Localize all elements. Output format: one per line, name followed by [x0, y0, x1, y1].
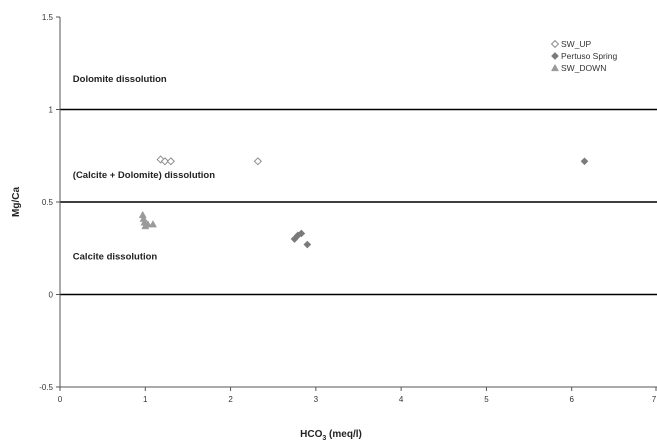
- region-annotation: (Calcite + Dolomite) dissolution: [73, 170, 215, 181]
- x-tick-label: 1: [143, 395, 148, 404]
- legend-marker-sw-down: [550, 63, 560, 72]
- region-annotation: Calcite dissolution: [73, 251, 158, 262]
- legend-label-sw-up: SW_UP: [561, 39, 592, 49]
- data-point-pertuso-spring: [580, 157, 589, 166]
- x-tick-label: 6: [569, 395, 574, 404]
- data-point-sw-up: [253, 157, 262, 166]
- data-point-sw-up: [160, 157, 170, 166]
- x-tick-label: 7: [652, 395, 657, 404]
- data-points: [138, 155, 589, 249]
- y-axis-label: Mg/Ca: [11, 187, 22, 217]
- tick-labels: -0.5 0 0.5 1 1.5 0 1 2 3 4 5 6 7: [39, 13, 657, 404]
- x-tick-label: 2: [228, 395, 233, 404]
- data-point-sw-up: [166, 157, 175, 166]
- y-tick-label: 1: [49, 106, 54, 115]
- x-axis-label-main: HCO: [300, 429, 322, 440]
- x-axis-label-subscript: 3: [322, 435, 326, 442]
- data-point-pertuso-spring: [303, 240, 312, 249]
- legend-label-sw-down: SW_DOWN: [561, 63, 606, 73]
- reference-lines: [60, 108, 657, 296]
- x-tick-label: 3: [314, 395, 319, 404]
- data-point-sw-down: [143, 220, 152, 228]
- y-tick-label: 0.5: [42, 198, 54, 207]
- legend: SW_UP Pertuso Spring SW_DOWN: [550, 39, 617, 73]
- x-axis-label: HCO3 (meq/l): [300, 429, 362, 442]
- y-tick-label: 1.5: [42, 13, 54, 22]
- data-point-pertuso-spring: [297, 229, 306, 238]
- x-tick-label: 4: [399, 395, 404, 404]
- data-point-sw-down: [148, 220, 157, 228]
- region-annotation: Dolomite dissolution: [73, 74, 167, 85]
- x-tick-label: 5: [484, 395, 489, 404]
- data-point-sw-up: [156, 155, 165, 164]
- region-annotations: Dolomite dissolution (Calcite + Dolomite)…: [73, 74, 215, 263]
- x-tick-label: 0: [58, 395, 63, 404]
- x-axis-label-unit: (meq/l): [326, 429, 362, 440]
- y-tick-label: 0: [49, 291, 54, 300]
- y-tick-label: -0.5: [39, 383, 53, 392]
- legend-label-pertuso-spring: Pertuso Spring: [561, 51, 617, 61]
- legend-marker-pertuso-spring: [551, 52, 559, 60]
- axes: [56, 16, 657, 391]
- legend-marker-sw-up: [550, 39, 560, 49]
